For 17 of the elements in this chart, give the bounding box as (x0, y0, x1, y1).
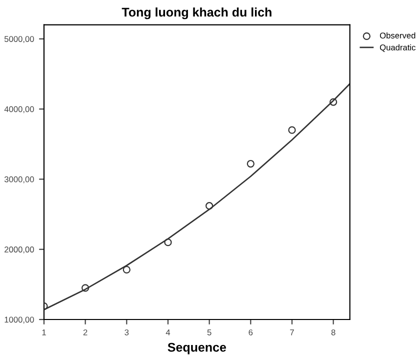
y-tick-label: 3000,00 (4, 176, 34, 184)
y-tick-label: 2000,00 (4, 246, 34, 254)
y-tick-label: 5000,00 (4, 36, 34, 43)
x-tick-label: 3 (124, 329, 129, 336)
legend-label: Observed (380, 32, 416, 38)
chart-title: Tong luong khach du lich (122, 7, 272, 20)
y-tick-label: 1000,00 (4, 316, 34, 324)
x-axis-title: Sequence (168, 342, 226, 354)
y-tick-label: 4000,00 (4, 106, 34, 114)
x-tick-label: 1 (42, 330, 46, 336)
x-tick-label: 6 (248, 329, 253, 336)
x-tick-label: 5 (207, 330, 212, 336)
x-tick-label: 8 (331, 329, 336, 336)
x-tick-label: 7 (290, 330, 294, 336)
x-tick-label: 2 (83, 329, 88, 336)
legend-label: Quadratic (380, 44, 416, 52)
x-tick-label: 4 (166, 330, 170, 336)
